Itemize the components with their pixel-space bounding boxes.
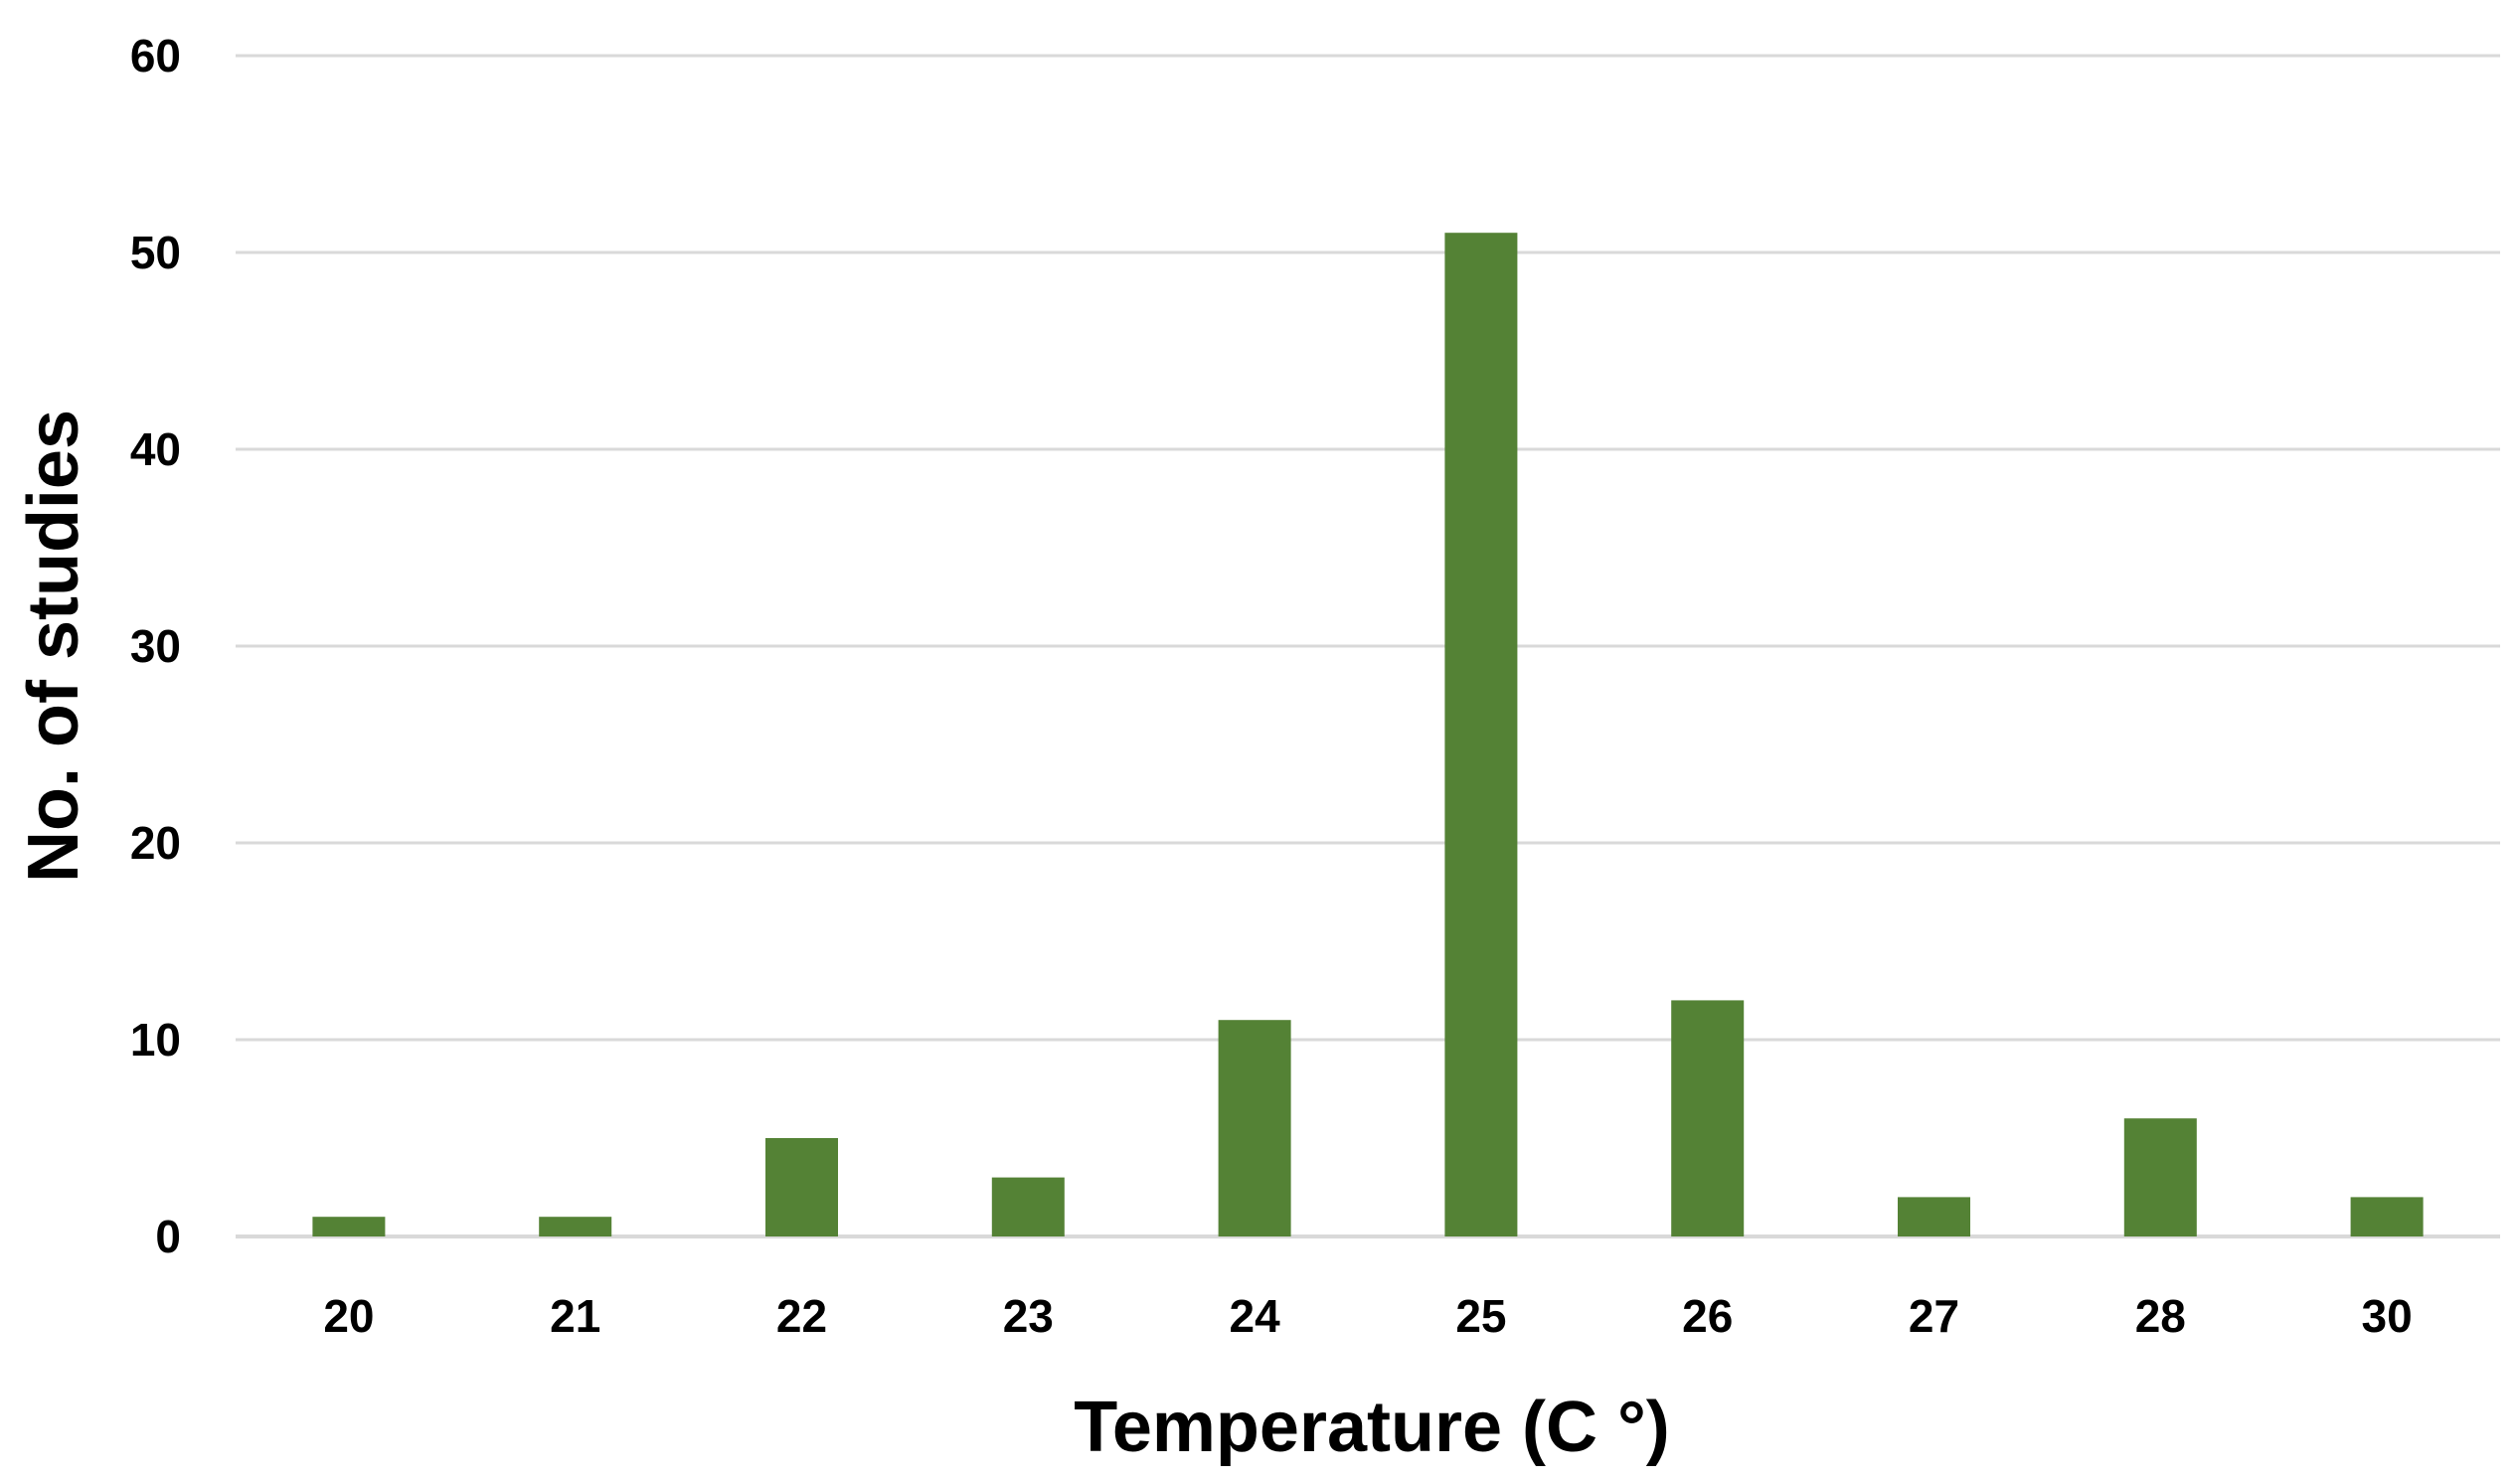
bar-28 bbox=[2123, 1118, 2197, 1236]
bar-24 bbox=[1218, 1020, 1291, 1236]
x-tick-label: 28 bbox=[2135, 1290, 2186, 1342]
bar-30 bbox=[2350, 1197, 2424, 1236]
x-tick-label: 30 bbox=[2362, 1290, 2413, 1342]
x-tick-label: 27 bbox=[1909, 1290, 1959, 1342]
y-tick-label: 20 bbox=[130, 817, 181, 869]
bar-20 bbox=[312, 1217, 386, 1236]
x-tick-label: 23 bbox=[1003, 1290, 1054, 1342]
y-tick-label: 50 bbox=[130, 227, 181, 278]
y-tick-label: 60 bbox=[130, 30, 181, 82]
x-axis-title: Temperature (C °) bbox=[1074, 1388, 1670, 1467]
y-tick-label: 30 bbox=[130, 620, 181, 672]
bar-26 bbox=[1671, 1000, 1745, 1236]
x-tick-label: 26 bbox=[1682, 1290, 1733, 1342]
y-tick-label: 40 bbox=[130, 423, 181, 475]
y-tick-label: 10 bbox=[130, 1014, 181, 1066]
gridlines bbox=[236, 54, 2500, 1238]
y-axis-ticks: 0 10 20 30 40 50 60 bbox=[130, 30, 181, 1262]
x-axis-ticks: 20 21 22 23 24 25 26 27 28 30 bbox=[323, 1290, 2412, 1342]
bar-21 bbox=[539, 1217, 612, 1236]
bar-25 bbox=[1444, 233, 1518, 1236]
bar-22 bbox=[765, 1138, 838, 1236]
bars bbox=[312, 233, 2424, 1236]
bar-27 bbox=[1898, 1197, 1970, 1236]
x-tick-label: 24 bbox=[1230, 1290, 1281, 1342]
x-tick-label: 21 bbox=[550, 1290, 600, 1342]
bar-23 bbox=[991, 1177, 1065, 1236]
y-tick-label: 0 bbox=[155, 1211, 181, 1262]
x-tick-label: 20 bbox=[323, 1290, 374, 1342]
y-axis-title: No. of studies bbox=[14, 410, 93, 883]
x-tick-label: 22 bbox=[776, 1290, 827, 1342]
x-tick-label: 25 bbox=[1455, 1290, 1506, 1342]
